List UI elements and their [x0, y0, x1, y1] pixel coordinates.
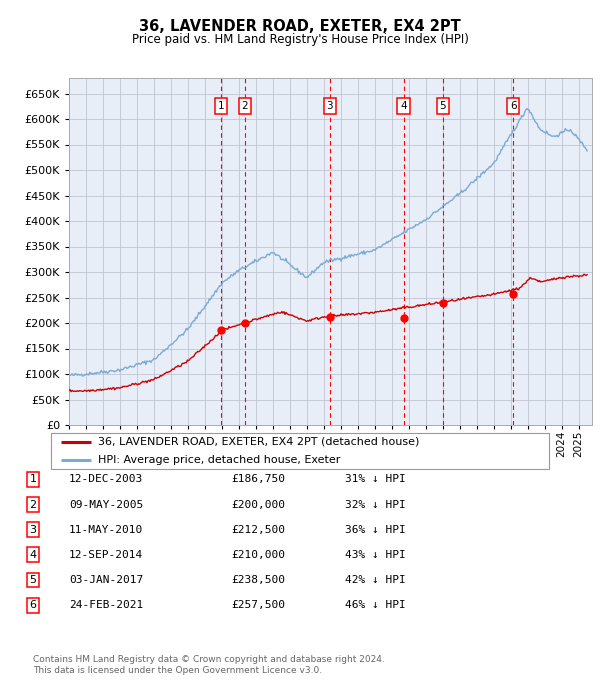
Text: £210,000: £210,000 [231, 550, 285, 560]
Text: 1: 1 [218, 101, 224, 112]
Text: 43% ↓ HPI: 43% ↓ HPI [345, 550, 406, 560]
Text: £186,750: £186,750 [231, 475, 285, 484]
Text: Contains HM Land Registry data © Crown copyright and database right 2024.
This d: Contains HM Land Registry data © Crown c… [33, 655, 385, 675]
Text: 12-SEP-2014: 12-SEP-2014 [69, 550, 143, 560]
Text: 12-DEC-2003: 12-DEC-2003 [69, 475, 143, 484]
Text: 36, LAVENDER ROAD, EXETER, EX4 2PT: 36, LAVENDER ROAD, EXETER, EX4 2PT [139, 19, 461, 34]
Text: £200,000: £200,000 [231, 500, 285, 509]
Text: 2: 2 [29, 500, 37, 509]
Text: 42% ↓ HPI: 42% ↓ HPI [345, 575, 406, 585]
Text: Price paid vs. HM Land Registry's House Price Index (HPI): Price paid vs. HM Land Registry's House … [131, 33, 469, 46]
Text: 3: 3 [29, 525, 37, 534]
Text: 36% ↓ HPI: 36% ↓ HPI [345, 525, 406, 534]
Text: 24-FEB-2021: 24-FEB-2021 [69, 600, 143, 610]
Text: HPI: Average price, detached house, Exeter: HPI: Average price, detached house, Exet… [98, 455, 341, 465]
Text: 31% ↓ HPI: 31% ↓ HPI [345, 475, 406, 484]
Text: £238,500: £238,500 [231, 575, 285, 585]
Text: 4: 4 [29, 550, 37, 560]
Text: 32% ↓ HPI: 32% ↓ HPI [345, 500, 406, 509]
Text: £212,500: £212,500 [231, 525, 285, 534]
Text: 4: 4 [400, 101, 407, 112]
Text: 36, LAVENDER ROAD, EXETER, EX4 2PT (detached house): 36, LAVENDER ROAD, EXETER, EX4 2PT (deta… [98, 437, 420, 447]
Text: 5: 5 [29, 575, 37, 585]
Text: £257,500: £257,500 [231, 600, 285, 610]
Text: 09-MAY-2005: 09-MAY-2005 [69, 500, 143, 509]
Text: 2: 2 [242, 101, 248, 112]
FancyBboxPatch shape [50, 432, 550, 469]
Text: 6: 6 [29, 600, 37, 610]
Text: 6: 6 [510, 101, 517, 112]
Text: 03-JAN-2017: 03-JAN-2017 [69, 575, 143, 585]
Text: 46% ↓ HPI: 46% ↓ HPI [345, 600, 406, 610]
Text: 5: 5 [440, 101, 446, 112]
Text: 11-MAY-2010: 11-MAY-2010 [69, 525, 143, 534]
Text: 1: 1 [29, 475, 37, 484]
Text: 3: 3 [326, 101, 333, 112]
